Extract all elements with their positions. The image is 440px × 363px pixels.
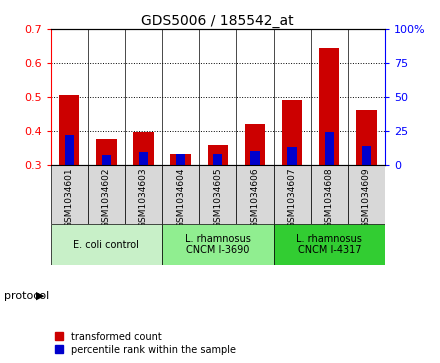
Bar xyxy=(311,165,348,224)
Bar xyxy=(51,165,88,224)
Bar xyxy=(236,165,274,224)
Bar xyxy=(125,165,162,224)
Bar xyxy=(213,154,223,165)
Legend: transformed count, percentile rank within the sample: transformed count, percentile rank withi… xyxy=(55,331,236,355)
Bar xyxy=(102,155,111,165)
Text: GSM1034607: GSM1034607 xyxy=(288,168,297,228)
Bar xyxy=(348,165,385,224)
Bar xyxy=(162,224,274,265)
Bar xyxy=(356,110,377,165)
Bar xyxy=(199,165,236,224)
Text: GSM1034609: GSM1034609 xyxy=(362,168,371,228)
Text: L. rhamnosus
CNCM I-3690: L. rhamnosus CNCM I-3690 xyxy=(185,234,251,256)
Bar xyxy=(176,154,185,165)
Bar xyxy=(362,146,371,165)
Text: GSM1034604: GSM1034604 xyxy=(176,168,185,228)
Text: GSM1034603: GSM1034603 xyxy=(139,168,148,228)
Text: L. rhamnosus
CNCM I-4317: L. rhamnosus CNCM I-4317 xyxy=(296,234,362,256)
Bar xyxy=(139,152,148,165)
Text: GSM1034606: GSM1034606 xyxy=(250,168,260,228)
Text: ▶: ▶ xyxy=(36,291,44,301)
Bar xyxy=(133,132,154,165)
Text: GSM1034608: GSM1034608 xyxy=(325,168,334,228)
Bar xyxy=(250,151,260,165)
Bar xyxy=(51,224,162,265)
Text: GSM1034605: GSM1034605 xyxy=(213,168,222,228)
Title: GDS5006 / 185542_at: GDS5006 / 185542_at xyxy=(142,14,294,28)
Bar xyxy=(245,124,265,165)
Text: E. coli control: E. coli control xyxy=(73,240,139,250)
Bar xyxy=(88,165,125,224)
Bar xyxy=(96,139,117,165)
Bar xyxy=(319,48,340,165)
Bar xyxy=(325,132,334,165)
Bar xyxy=(274,165,311,224)
Bar xyxy=(208,145,228,165)
Bar xyxy=(59,95,79,165)
Bar xyxy=(162,165,199,224)
Bar xyxy=(274,224,385,265)
Text: protocol: protocol xyxy=(4,291,50,301)
Bar xyxy=(287,147,297,165)
Bar xyxy=(65,135,74,165)
Text: GSM1034602: GSM1034602 xyxy=(102,168,111,228)
Bar xyxy=(170,155,191,165)
Text: GSM1034601: GSM1034601 xyxy=(65,168,73,228)
Bar xyxy=(282,100,302,165)
